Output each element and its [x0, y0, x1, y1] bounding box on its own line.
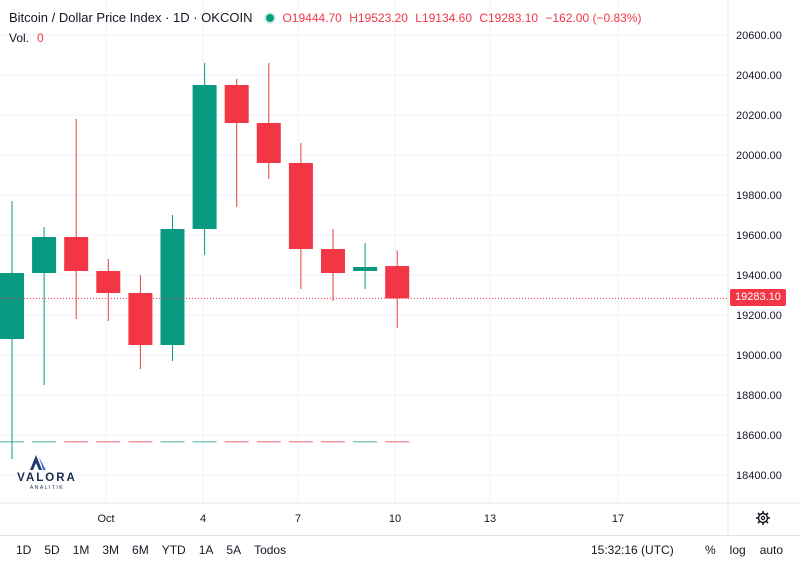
- price-tick-label: 20000.00: [736, 150, 782, 162]
- candle-body: [160, 229, 185, 345]
- volume-bar: [160, 441, 185, 443]
- close-value: C19283.10: [479, 10, 539, 25]
- volume-bar: [256, 441, 281, 443]
- scale-options: % log auto: [705, 543, 797, 557]
- range-buttons: 1D 5D 1M 3M 6M YTD 1A 5A Todos: [16, 543, 299, 557]
- ohlc-values: O19444.70 H19523.20 L19134.60 C19283.10 …: [282, 11, 645, 25]
- time-axis: Oct 4 7 10 13 17: [97, 513, 624, 525]
- range-5a-button[interactable]: 5A: [226, 543, 242, 557]
- candle-body: [256, 123, 281, 163]
- candle: [192, 63, 217, 255]
- volume-bar: [353, 441, 378, 443]
- change-value: −162.00 (−0.83%): [545, 10, 642, 25]
- volume-value: 0: [37, 31, 44, 45]
- price-tick-label: 20600.00: [736, 30, 782, 42]
- volume-bar: [96, 441, 121, 443]
- candle: [224, 79, 249, 207]
- market-status-icon: [266, 13, 275, 22]
- candle: [160, 215, 185, 361]
- candle-body: [0, 273, 24, 339]
- volume-bar: [288, 441, 313, 443]
- price-tick-label: 20200.00: [736, 110, 782, 122]
- logo-name: VALORA: [17, 472, 77, 484]
- candle: [321, 229, 345, 301]
- candle: [288, 143, 313, 289]
- volume-bar: [64, 441, 89, 443]
- range-ytd-button[interactable]: YTD: [161, 543, 186, 557]
- candle-body: [96, 271, 121, 293]
- candle-body: [192, 85, 217, 229]
- candle-body: [353, 267, 378, 271]
- price-tick-label: 19200.00: [736, 310, 782, 322]
- price-tick-label: 18400.00: [736, 470, 782, 482]
- high-value: H19523.20: [349, 10, 408, 25]
- volume-bar: [192, 441, 217, 443]
- chart-legend: Bitcoin / Dollar Price Index · 1D · OKCO…: [9, 10, 645, 25]
- candle: [256, 63, 281, 179]
- range-all-button[interactable]: Todos: [254, 543, 287, 557]
- price-tick-label: 19000.00: [736, 350, 782, 362]
- logo-sub: ANALITIK: [30, 485, 64, 491]
- volume-bar: [224, 441, 249, 443]
- candle-body: [288, 163, 313, 249]
- time-tick-label: 4: [200, 513, 206, 525]
- chart-grid: [0, 0, 728, 503]
- price-tick-label: 18800.00: [736, 390, 782, 402]
- volume-legend: Vol. 0: [9, 31, 44, 45]
- price-axis: 20600.00 20400.00 20200.00 20000.00 19800.00…: [736, 30, 782, 482]
- range-1d-button[interactable]: 1D: [16, 543, 32, 557]
- range-3m-button[interactable]: 3M: [102, 543, 120, 557]
- volume-bar: [32, 441, 57, 443]
- range-1m-button[interactable]: 1M: [72, 543, 90, 557]
- candle-body: [224, 85, 249, 123]
- candle: [385, 250, 410, 329]
- last-price-tag: 19283.10: [730, 289, 786, 306]
- candle-body: [385, 266, 410, 299]
- time-tick-label: 10: [389, 513, 401, 525]
- candle: [64, 119, 89, 319]
- price-tick-label: 18600.00: [736, 430, 782, 442]
- volume-label: Vol.: [9, 31, 30, 45]
- price-tick-label: 19600.00: [736, 230, 782, 242]
- utc-clock[interactable]: 15:32:16 (UTC): [591, 543, 674, 557]
- volume-bar: [385, 441, 410, 443]
- time-tick-label: 13: [484, 513, 496, 525]
- time-tick-label: Oct: [97, 513, 114, 525]
- volume-bar: [128, 441, 153, 443]
- price-tick-label: 19400.00: [736, 270, 782, 282]
- candle: [0, 201, 24, 459]
- time-tick-label: 7: [295, 513, 301, 525]
- candle-body: [64, 237, 89, 271]
- auto-scale-button[interactable]: auto: [759, 543, 784, 557]
- candle-body: [128, 293, 153, 345]
- range-5d-button[interactable]: 5D: [44, 543, 60, 557]
- candle: [128, 275, 153, 369]
- log-scale-button[interactable]: log: [729, 543, 746, 557]
- bottom-toolbar: 1D 5D 1M 3M 6M YTD 1A 5A Todos 15:32:16 …: [0, 535, 800, 564]
- settings-gear-icon[interactable]: [755, 510, 771, 526]
- time-tick-label: 17: [612, 513, 624, 525]
- range-6m-button[interactable]: 6M: [132, 543, 149, 557]
- candle: [353, 243, 378, 289]
- candle-body: [32, 237, 57, 273]
- symbol-title[interactable]: Bitcoin / Dollar Price Index · 1D · OKCO…: [9, 10, 253, 25]
- range-1a-button[interactable]: 1A: [198, 543, 214, 557]
- open-value: O19444.70: [282, 10, 342, 25]
- valora-logo: VALORA ANALITIK: [17, 455, 77, 491]
- candle: [96, 259, 121, 321]
- candles: [0, 63, 410, 459]
- price-tick-label: 19800.00: [736, 190, 782, 202]
- volume-bar: [321, 441, 345, 443]
- price-tick-label: 20400.00: [736, 70, 782, 82]
- candle: [32, 227, 57, 385]
- volume-bars: [0, 441, 410, 443]
- candle-body: [321, 249, 345, 273]
- percent-scale-button[interactable]: %: [705, 543, 716, 557]
- low-value: L19134.60: [415, 10, 472, 25]
